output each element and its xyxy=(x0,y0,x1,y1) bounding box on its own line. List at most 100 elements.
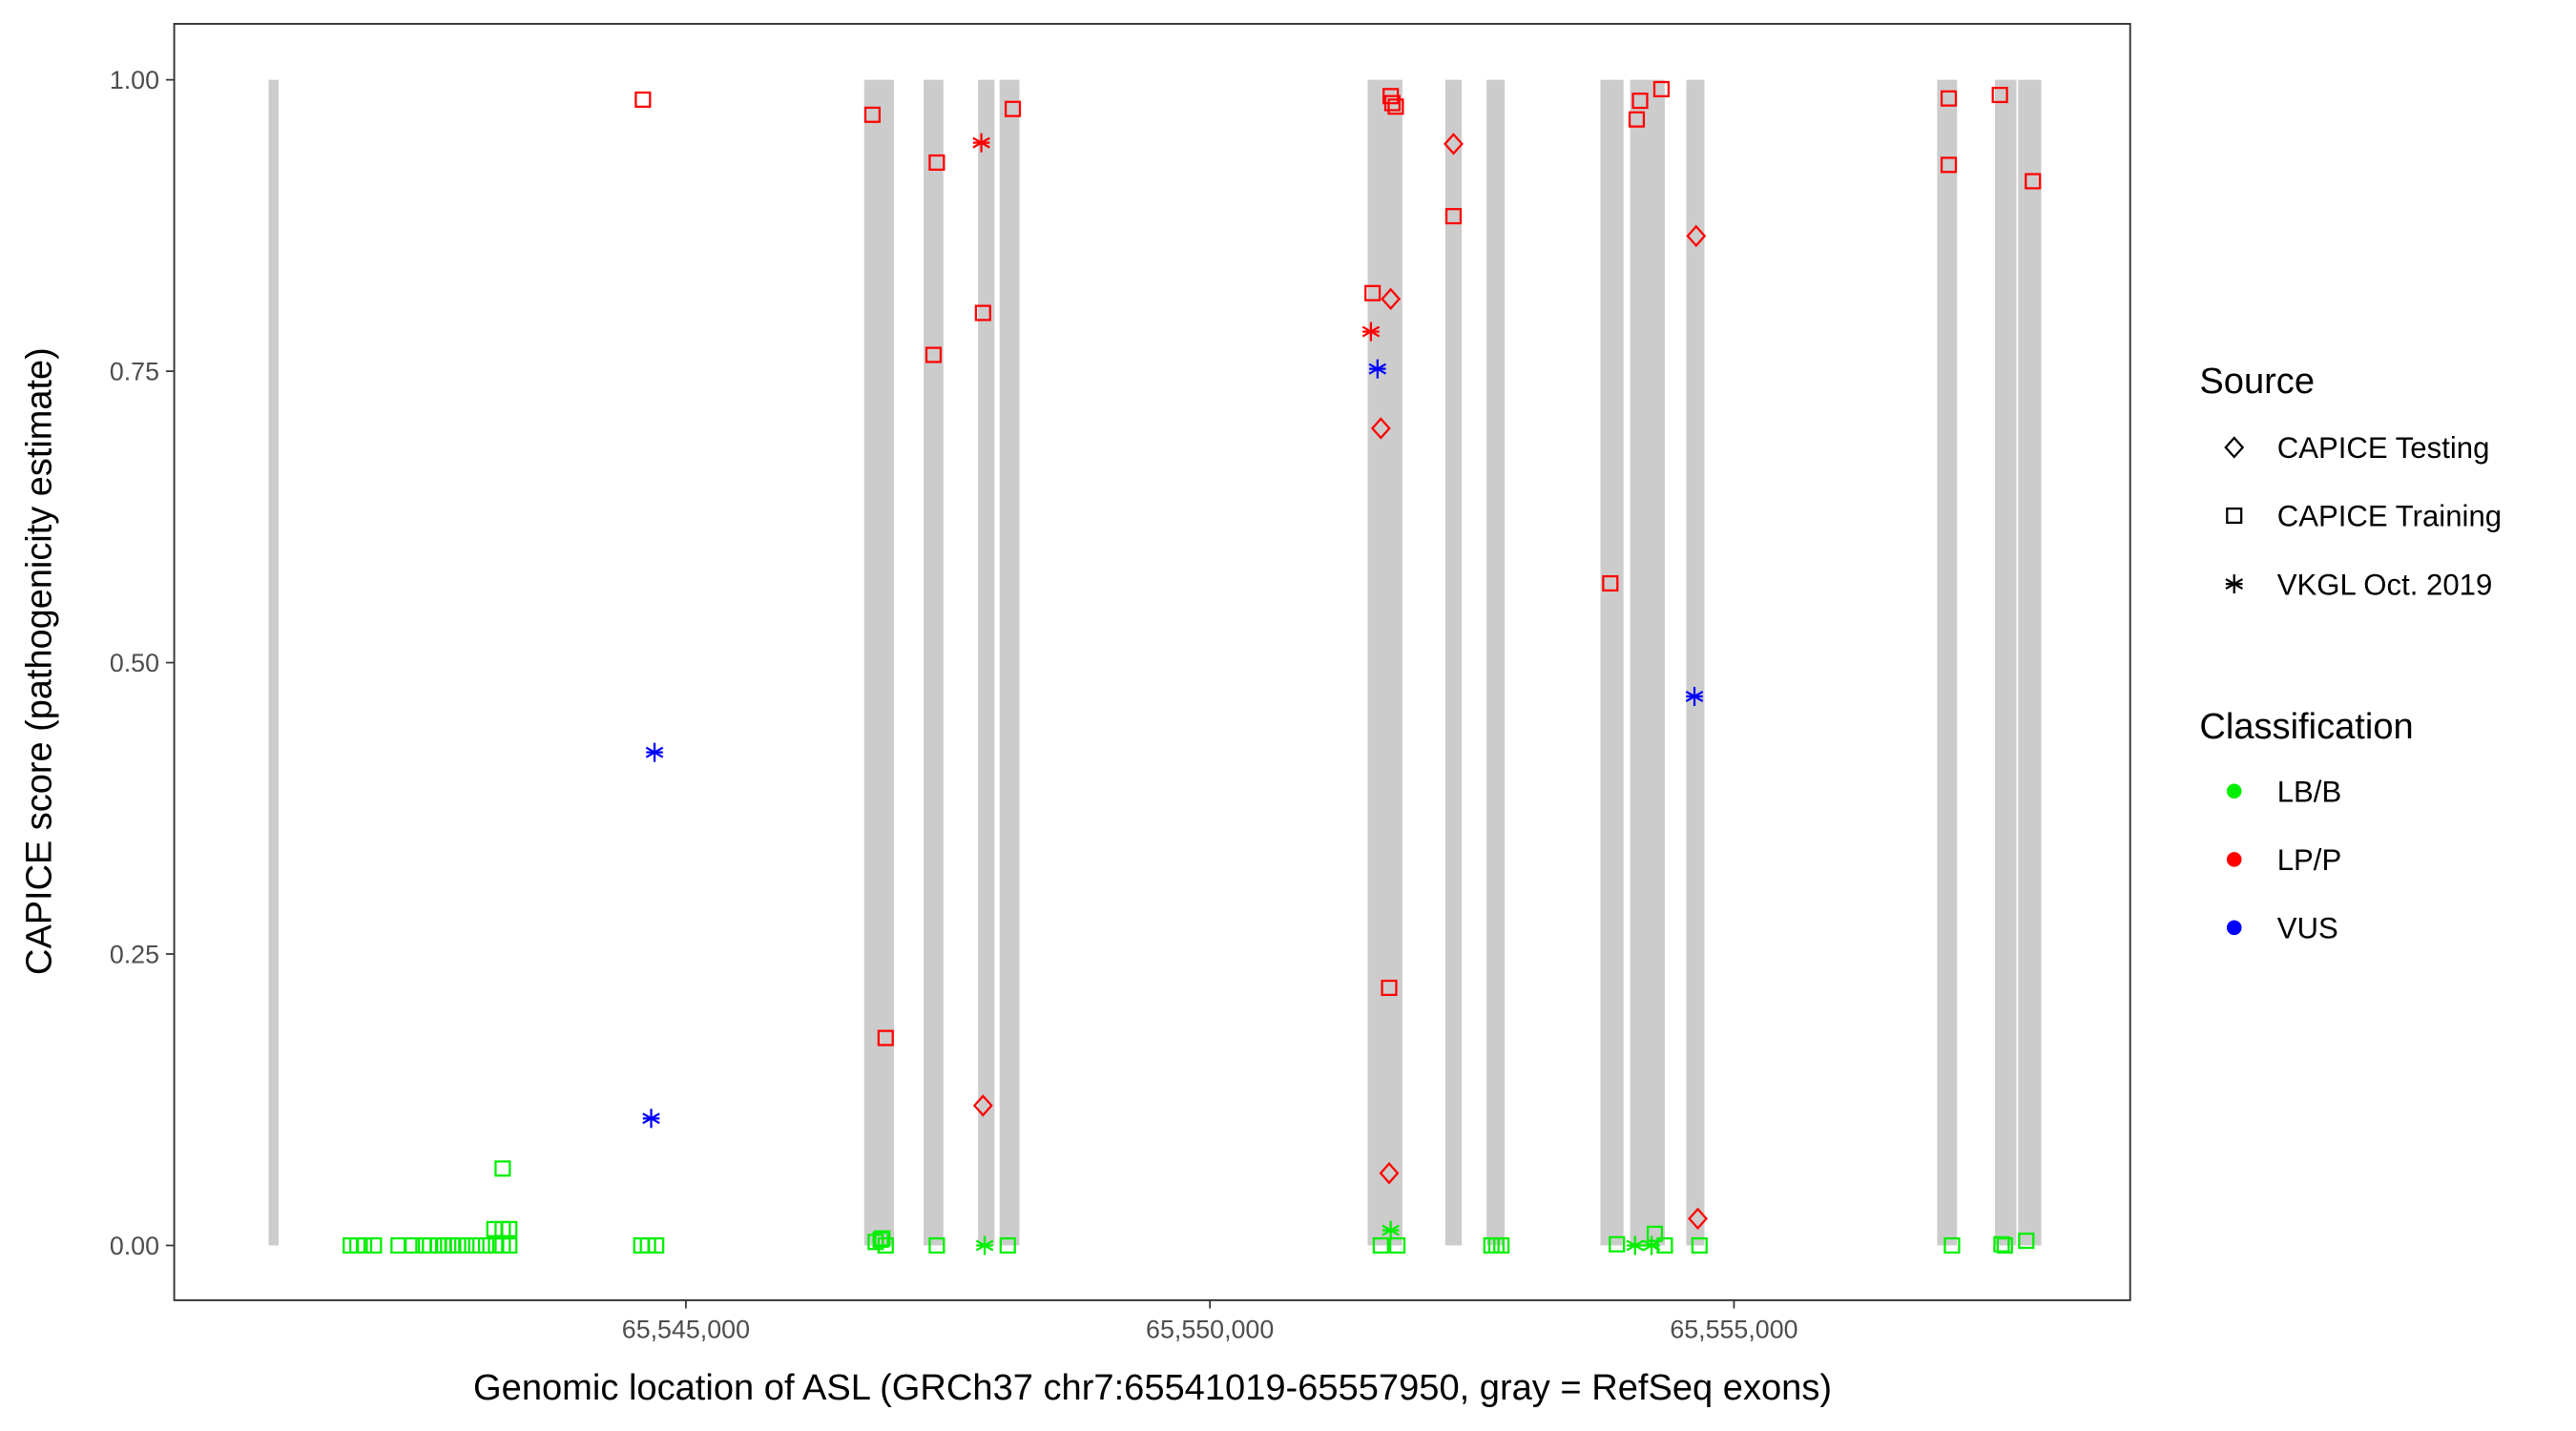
diamond-marker xyxy=(1379,1162,1400,1185)
asterisk-point xyxy=(1368,359,1387,379)
square-marker xyxy=(877,1029,894,1047)
square-point xyxy=(999,1236,1016,1255)
square-point xyxy=(355,1236,373,1255)
square-point xyxy=(648,1236,665,1255)
square-point xyxy=(390,1236,407,1255)
square-marker xyxy=(1389,1236,1406,1255)
square-marker xyxy=(648,1236,665,1255)
y-tick-label: 0.75 xyxy=(110,358,159,386)
square-marker xyxy=(863,106,882,123)
square-point xyxy=(872,1231,889,1248)
legend-item-classification: LB/B xyxy=(2277,776,2342,809)
y-tick-label: 0.00 xyxy=(110,1232,159,1260)
square-point xyxy=(1631,93,1649,110)
exon-bar xyxy=(1486,79,1506,1246)
diamond-point xyxy=(1381,287,1402,311)
square-marker xyxy=(449,1236,467,1255)
diamond-point xyxy=(2224,436,2245,459)
exon-bars xyxy=(268,79,2042,1246)
asterisk-point xyxy=(642,1109,660,1129)
square-marker xyxy=(974,304,991,321)
square-marker xyxy=(435,1236,452,1255)
square-marker xyxy=(928,154,945,171)
diamond-marker xyxy=(1686,224,1707,248)
square-marker xyxy=(494,1160,511,1177)
exon-bar xyxy=(1994,79,2017,1246)
asterisk-point xyxy=(975,1235,994,1255)
square-marker xyxy=(1372,1236,1389,1255)
exon-bar xyxy=(999,79,1020,1246)
y-tick-label: 1.00 xyxy=(110,66,159,94)
square-marker xyxy=(501,1220,518,1237)
square-point xyxy=(1381,979,1398,997)
square-marker xyxy=(1943,1236,1961,1255)
square-point xyxy=(458,1236,475,1255)
square-point xyxy=(2226,507,2243,525)
square-marker xyxy=(1996,1236,2013,1255)
square-marker xyxy=(1628,111,1646,128)
y-tick-label: 0.50 xyxy=(110,649,159,677)
square-point xyxy=(1991,86,2008,104)
legend-item-source: VKGL Oct. 2019 xyxy=(2277,568,2493,601)
x-axis: 65,545,000 65,550,000 65,555,000 xyxy=(622,1299,1798,1344)
diamond-point xyxy=(1686,224,1707,248)
asterisk-point xyxy=(1361,321,1381,342)
square-point xyxy=(1940,156,1958,174)
square-point xyxy=(365,1236,383,1255)
diamond-marker xyxy=(1688,1207,1708,1231)
square-marker xyxy=(1493,1236,1510,1255)
square-point xyxy=(440,1236,457,1255)
diamond-point xyxy=(1379,1162,1400,1185)
square-point xyxy=(445,1236,462,1255)
x-tick-label: 65,555,000 xyxy=(1670,1316,1797,1344)
diamond-marker xyxy=(1370,417,1391,440)
square-point xyxy=(1628,111,1646,128)
square-point xyxy=(1389,1236,1406,1255)
square-marker xyxy=(1691,1236,1708,1255)
y-tick-label: 0.25 xyxy=(110,941,159,969)
x-tick-label: 65,550,000 xyxy=(1146,1316,1274,1344)
square-marker xyxy=(2018,1233,2035,1250)
legend-item-classification: LP/P xyxy=(2277,843,2342,877)
asterisk-point xyxy=(2225,574,2243,594)
square-point xyxy=(435,1236,452,1255)
square-point xyxy=(1940,90,1958,107)
legend-title-source: Source xyxy=(2199,362,2315,402)
exon-bar xyxy=(1600,79,1624,1246)
square-marker xyxy=(1602,574,1619,592)
square-point xyxy=(501,1220,518,1237)
square-marker xyxy=(404,1236,421,1255)
square-marker xyxy=(355,1236,373,1255)
square-point xyxy=(1004,100,1022,117)
square-marker xyxy=(1364,284,1381,301)
square-point xyxy=(404,1236,421,1255)
square-marker xyxy=(639,1236,656,1255)
legend-key-lb-b xyxy=(2226,783,2242,799)
diamond-marker xyxy=(2224,436,2245,459)
data-points xyxy=(343,80,2042,1255)
square-point xyxy=(974,304,991,321)
square-marker xyxy=(2226,507,2243,525)
legend-title-classification: Classification xyxy=(2199,707,2413,747)
square-marker xyxy=(390,1236,407,1255)
square-point xyxy=(877,1029,894,1047)
plot-panel-border xyxy=(173,23,2131,1301)
square-marker xyxy=(445,1236,462,1255)
square-marker xyxy=(877,1236,894,1255)
square-point xyxy=(1493,1236,1510,1255)
diamond-point xyxy=(1370,417,1391,440)
square-marker xyxy=(429,1236,447,1255)
square-marker xyxy=(2025,173,2042,190)
square-marker xyxy=(634,91,652,108)
square-point xyxy=(494,1160,511,1177)
square-marker xyxy=(1993,1235,2010,1253)
square-point xyxy=(1444,208,1463,225)
square-point xyxy=(1652,80,1670,97)
exon-bar xyxy=(1686,79,1705,1246)
square-point xyxy=(486,1220,503,1237)
square-point xyxy=(1364,284,1381,301)
square-marker xyxy=(1383,94,1401,112)
square-point xyxy=(1943,1236,1961,1255)
square-marker xyxy=(1387,98,1404,115)
